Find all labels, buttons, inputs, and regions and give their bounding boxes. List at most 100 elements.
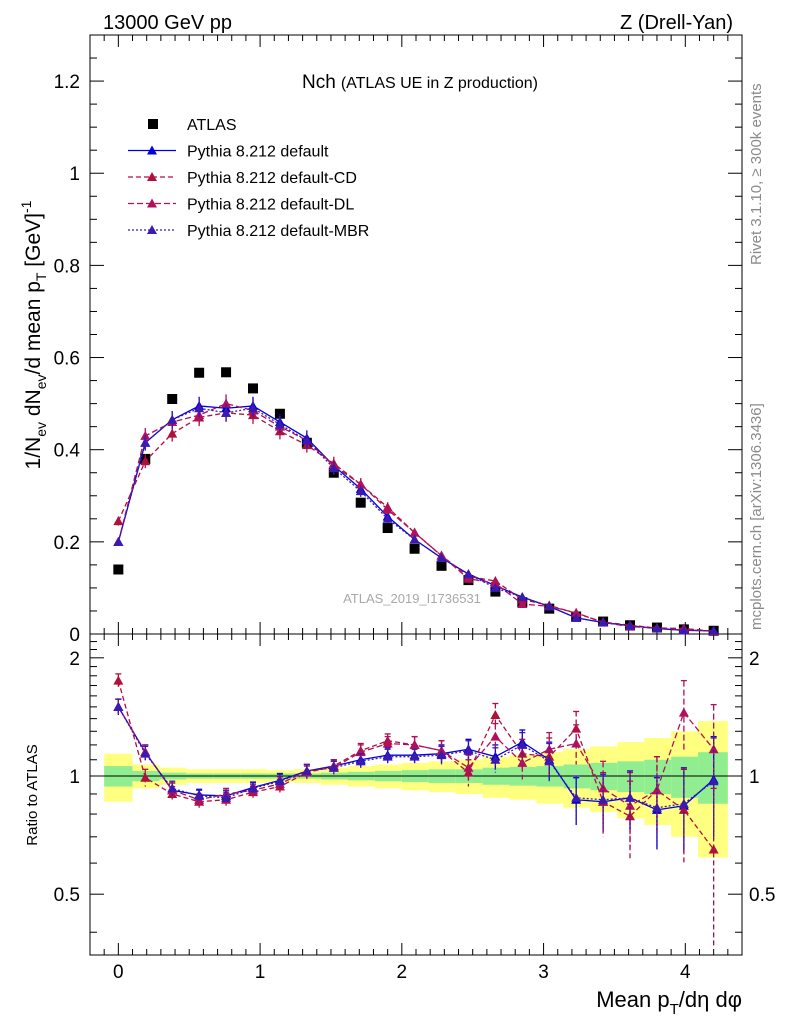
- ratio-marker: [490, 710, 501, 720]
- data-point: [113, 564, 124, 575]
- x-tick-label: 3: [538, 962, 549, 983]
- ratio-marker: [651, 802, 662, 812]
- series-marker: [708, 625, 719, 635]
- legend-marker: [148, 119, 158, 129]
- legend-label: Pythia 8.212 default-DL: [187, 197, 354, 214]
- series-marker: [382, 513, 393, 523]
- x-tick-label: 0: [113, 962, 124, 983]
- rivet-label: Rivet 3.1.10, ≥ 300k events: [748, 83, 765, 265]
- y-tick-label: 0.6: [54, 349, 80, 370]
- ratio-marker: [436, 750, 447, 760]
- data-series: [113, 367, 719, 946]
- ratio-marker: [463, 762, 474, 772]
- ratio-marker: [625, 792, 636, 802]
- ratio-marker: [598, 794, 609, 804]
- ratio-tick-label: 2: [69, 649, 80, 670]
- series-marker: [490, 578, 501, 588]
- legend-label: Pythia 8.212 default-CD: [187, 170, 357, 187]
- ratio-marker: [490, 754, 501, 764]
- series-marker: [328, 463, 339, 473]
- ratio-marker: [463, 745, 474, 755]
- ratio-marker: [382, 751, 393, 761]
- series-marker: [113, 536, 124, 546]
- legend-marker: [147, 198, 157, 208]
- series-marker: [194, 403, 205, 413]
- series-marker: [678, 625, 689, 635]
- series-marker: [167, 414, 178, 424]
- band-inner: [617, 761, 645, 793]
- series-marker: [651, 623, 662, 633]
- series-marker: [409, 527, 420, 537]
- data-point: [194, 367, 205, 378]
- ratio-marker: [140, 748, 151, 758]
- header-right: Z (Drell-Yan): [620, 12, 733, 34]
- ratio-marker: [708, 844, 719, 854]
- series-marker: [140, 456, 151, 466]
- chart-title-sub: (ATLAS UE in Z production): [341, 75, 538, 92]
- series-marker: [409, 534, 420, 544]
- ratio-marker: [194, 790, 205, 800]
- ratio-tick-label-right: 2: [749, 649, 760, 670]
- series-line: [117, 412, 714, 632]
- ratio-marker: [113, 701, 124, 711]
- y-axis-label: 1/Nev dNev/d mean pT [GeV]-1: [18, 200, 49, 469]
- data-point: [248, 383, 258, 394]
- ratio-marker: [382, 738, 393, 748]
- series-marker: [571, 607, 582, 617]
- y-tick-label: 0: [69, 625, 80, 646]
- data-point: [409, 543, 420, 554]
- legend-marker: [147, 172, 157, 181]
- analysis-watermark: ATLAS_2019_I1736531: [343, 591, 481, 606]
- data-point: [436, 560, 447, 571]
- ratio-line: [117, 706, 715, 809]
- chart-title-main: Nch: [302, 72, 336, 93]
- ratio-marker: [409, 739, 420, 749]
- ratio-marker: [708, 776, 719, 786]
- y-tick-label: 0.4: [54, 441, 81, 462]
- ratio-marker: [140, 772, 151, 782]
- series-marker: [463, 569, 474, 579]
- chart-title: Nch (ATLAS UE in Z production): [302, 72, 538, 93]
- y-tick-label: 0.8: [54, 256, 80, 277]
- ratio-marker: [571, 738, 582, 748]
- series-2: [113, 403, 719, 946]
- header-left: 13000 GeV pp: [103, 12, 232, 34]
- series-marker: [625, 620, 636, 630]
- x-tick-label: 4: [680, 962, 691, 983]
- y-tick-label: 1.2: [54, 72, 80, 93]
- data-point: [167, 394, 178, 405]
- series-marker: [355, 479, 366, 489]
- legend-label: Pythia 8.212 default-MBR: [187, 223, 369, 240]
- series-marker: [517, 599, 528, 609]
- ratio-marker: [517, 739, 528, 749]
- series-line: [117, 407, 714, 632]
- mcplots-label: mcplots.cern.ch [arXiv:1306.3436]: [748, 403, 765, 630]
- series-marker: [490, 582, 501, 592]
- ratio-tick-label: 0.5: [54, 885, 80, 906]
- ratio-marker: [678, 707, 689, 717]
- series-marker: [113, 516, 124, 526]
- band-inner: [671, 756, 699, 798]
- series-marker: [544, 601, 555, 611]
- series-marker: [571, 612, 582, 622]
- series-marker: [140, 437, 151, 447]
- ratio-marker: [678, 798, 689, 808]
- data-point: [221, 367, 232, 378]
- data-point: [355, 497, 366, 508]
- x-axis-label: Mean pT/dη dφ: [596, 987, 742, 1018]
- ratio-marker: [248, 783, 258, 793]
- legend-label: Pythia 8.212 default: [187, 144, 329, 161]
- legend-marker: [147, 145, 157, 155]
- series-4: [113, 399, 719, 850]
- series-marker: [221, 398, 232, 408]
- y-tick-label: 0.2: [54, 533, 80, 554]
- ratio-marker: [221, 792, 232, 802]
- ratio-marker: [625, 800, 636, 810]
- ratio-marker: [113, 675, 124, 685]
- ratio-marker: [301, 765, 312, 775]
- ratio-marker: [355, 756, 366, 766]
- ratio-marker: [409, 751, 420, 761]
- series-marker: [355, 486, 366, 496]
- ratio-marker: [517, 757, 528, 767]
